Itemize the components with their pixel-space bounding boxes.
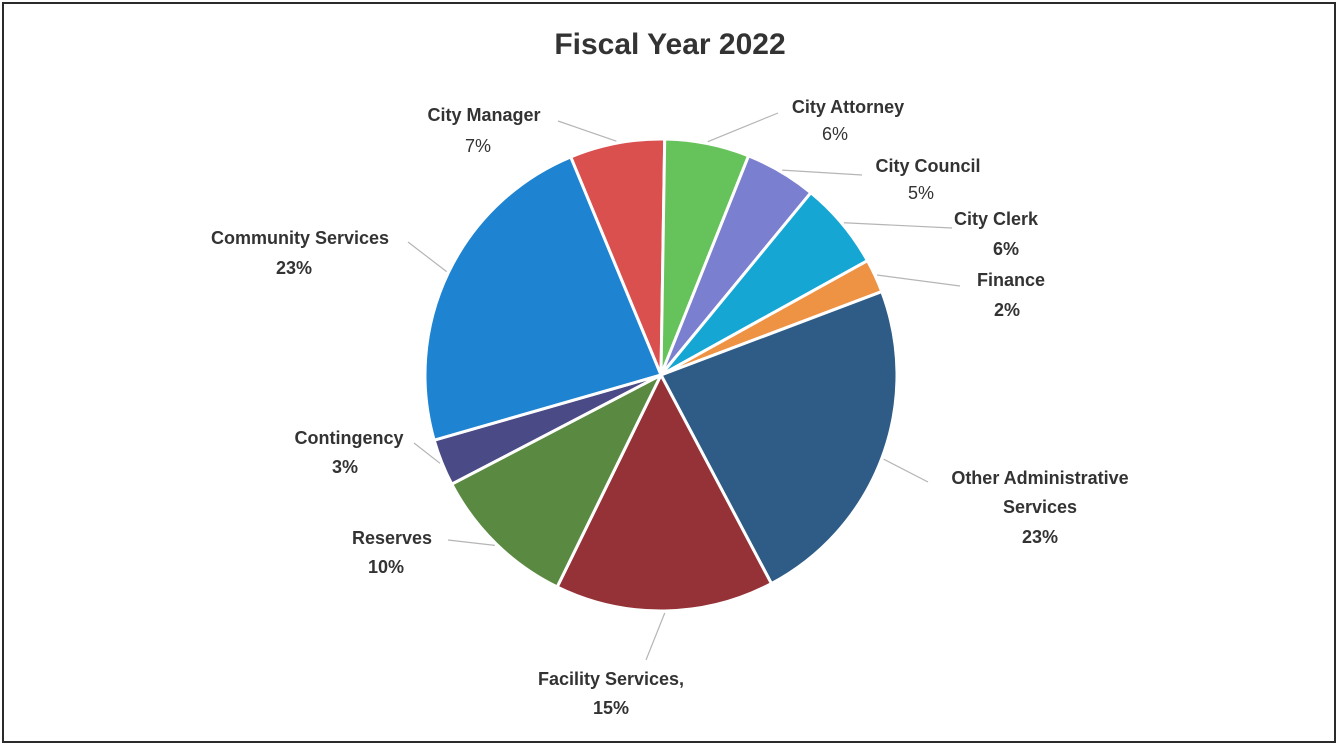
leader-line-city-attorney bbox=[707, 112, 779, 143]
leader-line-reserves bbox=[447, 539, 495, 546]
slice-value-label-reserves: 10% bbox=[368, 557, 404, 577]
slice-name-label-community-services-0: Community Services bbox=[211, 228, 389, 248]
slice-name-label-city-attorney-0: City Attorney bbox=[792, 97, 904, 117]
pie-slice-other-administrative-services bbox=[658, 289, 899, 586]
pie-slice-facility-services bbox=[555, 371, 774, 613]
pie-slice-community-services bbox=[423, 155, 664, 442]
slice-name-label-city-council-0: City Council bbox=[875, 156, 980, 176]
slice-value-label-city-attorney: 6% bbox=[822, 124, 848, 144]
slice-name-label-facility-services-0: Facility Services, bbox=[538, 669, 684, 689]
leader-line-facility-services bbox=[645, 612, 666, 661]
slice-value-label-finance: 2% bbox=[994, 300, 1020, 320]
leader-line-city-council bbox=[782, 169, 863, 176]
slice-value-label-city-manager: 7% bbox=[465, 136, 491, 156]
slice-name-label-finance-0: Finance bbox=[977, 270, 1045, 290]
slice-name-label-city-clerk-0: City Clerk bbox=[954, 209, 1039, 229]
slice-value-label-community-services: 23% bbox=[276, 258, 312, 278]
pie-slice-reserves bbox=[449, 371, 665, 589]
pie-slices bbox=[423, 137, 899, 613]
slice-value-label-facility-services: 15% bbox=[593, 698, 629, 718]
slice-name-label-other-administrative-services-1: Services bbox=[1003, 497, 1077, 517]
slice-value-label-other-administrative-services: 23% bbox=[1022, 527, 1058, 547]
slice-name-label-contingency-0: Contingency bbox=[294, 428, 403, 448]
slice-labels: City Manager 7% City Attorney 6% City Counci… bbox=[211, 97, 1129, 718]
slice-name-label-city-manager-0: City Manager bbox=[427, 105, 540, 125]
slice-value-label-contingency: 3% bbox=[332, 457, 358, 477]
slice-name-label-reserves-0: Reserves bbox=[352, 528, 432, 548]
leader-line-city-manager bbox=[557, 120, 617, 142]
slice-name-label-other-administrative-services-0: Other Administrative bbox=[951, 468, 1128, 488]
chart-title: Fiscal Year 2022 bbox=[554, 28, 786, 61]
slice-value-label-city-council: 5% bbox=[908, 183, 934, 203]
leader-line-finance bbox=[876, 274, 961, 287]
slice-value-label-city-clerk: 6% bbox=[993, 239, 1019, 259]
leader-line-contingency bbox=[413, 442, 441, 464]
leader-lines bbox=[407, 112, 961, 661]
leader-line-other-administrative-services bbox=[883, 458, 929, 483]
leader-line-community-services bbox=[407, 241, 447, 273]
leader-line-city-clerk bbox=[843, 222, 953, 229]
